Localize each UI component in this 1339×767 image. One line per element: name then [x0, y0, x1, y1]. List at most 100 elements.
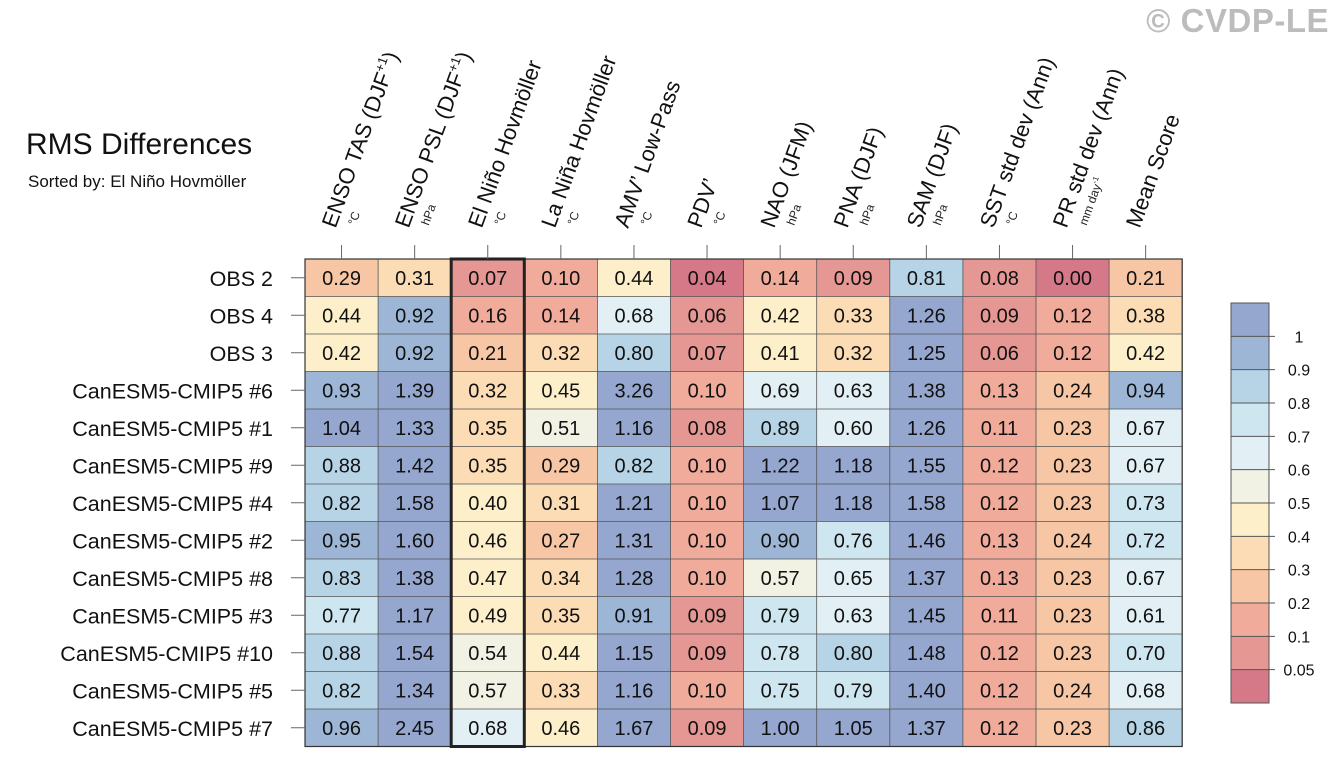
cell-value-label: 0.40	[468, 493, 507, 515]
heatmap-cell	[378, 371, 452, 409]
heatmap-cell	[743, 296, 817, 334]
cell-value-label: 1.16	[614, 680, 653, 702]
cell-value-label: 0.80	[614, 343, 653, 365]
cell-value-label: 0.79	[761, 605, 800, 627]
cell-value-label: 0.35	[468, 455, 507, 477]
heatmap-cell	[451, 484, 525, 522]
heatmap-cell	[451, 409, 525, 447]
colorbar-bin	[1231, 603, 1269, 637]
colorbar-tick-label: 0.6	[1288, 463, 1310, 480]
cell-value-label: 1.26	[907, 305, 946, 327]
colorbar-tick-label: 0.1	[1288, 629, 1310, 646]
column-header: SST std dev (Ann)	[975, 54, 1060, 231]
colorbar-bin	[1231, 436, 1269, 470]
cell-value-label: 0.09	[834, 268, 873, 290]
cell-value-label: 0.07	[468, 268, 507, 290]
cell-value-label: 1.48	[907, 643, 946, 665]
copyright-watermark: © CVDP-LE	[1146, 2, 1329, 39]
cell-value-label: 0.33	[541, 680, 580, 702]
heatmap-cell	[1036, 521, 1110, 559]
cell-value-label: 0.21	[468, 343, 507, 365]
cell-value-label: 0.81	[907, 268, 946, 290]
heatmap-cell	[743, 446, 817, 484]
column-unit: °C	[711, 209, 729, 227]
cell-value-label: 0.79	[834, 680, 873, 702]
colorbar-tick-label: 1	[1295, 329, 1304, 346]
column-unit: °C	[1003, 209, 1021, 227]
heatmap-cell	[743, 559, 817, 597]
chart-title: RMS Differences	[26, 128, 253, 161]
cell-value-label: 0.94	[1126, 380, 1165, 402]
column-unit-label: °C	[1003, 209, 1021, 227]
cell-value-label: 0.10	[688, 680, 727, 702]
cell-value-label: 0.60	[834, 418, 873, 440]
row-label: CanESM5-CMIP5 #7	[72, 717, 273, 741]
cell-value-label: 0.44	[541, 643, 580, 665]
heatmap-cell	[889, 371, 963, 409]
heatmap-cell	[816, 709, 890, 747]
cell-value-label: 0.13	[980, 380, 1019, 402]
heatmap-cell	[1036, 409, 1110, 447]
cell-value-label: 1.18	[834, 455, 873, 477]
heatmap-cell	[524, 521, 598, 559]
column-unit-label: hPa	[930, 202, 951, 227]
cell-value-label: 1.17	[395, 605, 434, 627]
cell-value-label: 2.45	[395, 718, 434, 740]
cell-value-label: 0.32	[541, 343, 580, 365]
column-header: ENSO TAS (DJF+1)	[317, 48, 404, 231]
heatmap-cell	[962, 521, 1036, 559]
column-unit: hPa	[784, 202, 805, 227]
cell-value-label: 0.04	[688, 268, 727, 290]
heatmap-cell	[743, 521, 817, 559]
cell-value-label: 0.63	[834, 605, 873, 627]
column-unit-superscript: -1	[1090, 175, 1101, 185]
heatmap-cell	[305, 296, 379, 334]
cell-value-label: 0.88	[322, 643, 361, 665]
column-unit-label: hPa	[418, 202, 439, 227]
colorbar-bin	[1231, 569, 1269, 603]
heatmap-cell	[889, 259, 963, 297]
heatmap-cell	[597, 559, 671, 597]
row-label: OBS 2	[210, 267, 273, 291]
heatmap-cell	[962, 634, 1036, 672]
cell-value-label: 1.31	[614, 530, 653, 552]
heatmap-cell	[451, 634, 525, 672]
row-label: CanESM5-CMIP5 #1	[72, 417, 273, 441]
cell-value-label: 0.09	[688, 643, 727, 665]
heatmap-cell	[816, 296, 890, 334]
heatmap-cell	[670, 671, 744, 709]
cell-value-label: 0.00	[1053, 268, 1092, 290]
heatmap-cell	[1109, 709, 1183, 747]
column-unit-label: °C	[638, 209, 656, 227]
cell-value-label: 0.10	[688, 530, 727, 552]
column-header: El Niño Hovmöller	[463, 57, 547, 231]
colorbar-bin	[1231, 303, 1269, 337]
heatmap-cell	[524, 259, 598, 297]
cell-value-label: 1.00	[761, 718, 800, 740]
heatmap-cell	[889, 521, 963, 559]
heatmap-cell	[524, 709, 598, 747]
heatmap-cell	[743, 634, 817, 672]
cell-value-label: 0.65	[834, 568, 873, 590]
colorbar-bin	[1231, 636, 1269, 670]
heatmap-cell	[1109, 634, 1183, 672]
column-label-text: La Niña Hovmöller	[536, 52, 621, 231]
cell-value-label: 1.22	[761, 455, 800, 477]
cell-value-label: 0.24	[1053, 680, 1092, 702]
column-label: PNA (DJF)	[828, 123, 887, 230]
heatmap-cell	[889, 559, 963, 597]
colorbar-bin	[1231, 469, 1269, 503]
heatmap-cell	[524, 296, 598, 334]
heatmap-cell	[670, 709, 744, 747]
cell-value-label: 1.58	[395, 493, 434, 515]
cell-value-label: 0.38	[1126, 305, 1165, 327]
colorbar-bin	[1231, 503, 1269, 537]
cell-value-label: 0.10	[541, 268, 580, 290]
column-unit: °C	[638, 209, 656, 227]
colorbar-bin	[1231, 669, 1269, 703]
cell-value-label: 0.12	[1053, 343, 1092, 365]
heatmap-cell	[378, 334, 452, 372]
heatmap-cell	[743, 259, 817, 297]
heatmap-cell	[378, 484, 452, 522]
colorbar-bin	[1231, 403, 1269, 437]
